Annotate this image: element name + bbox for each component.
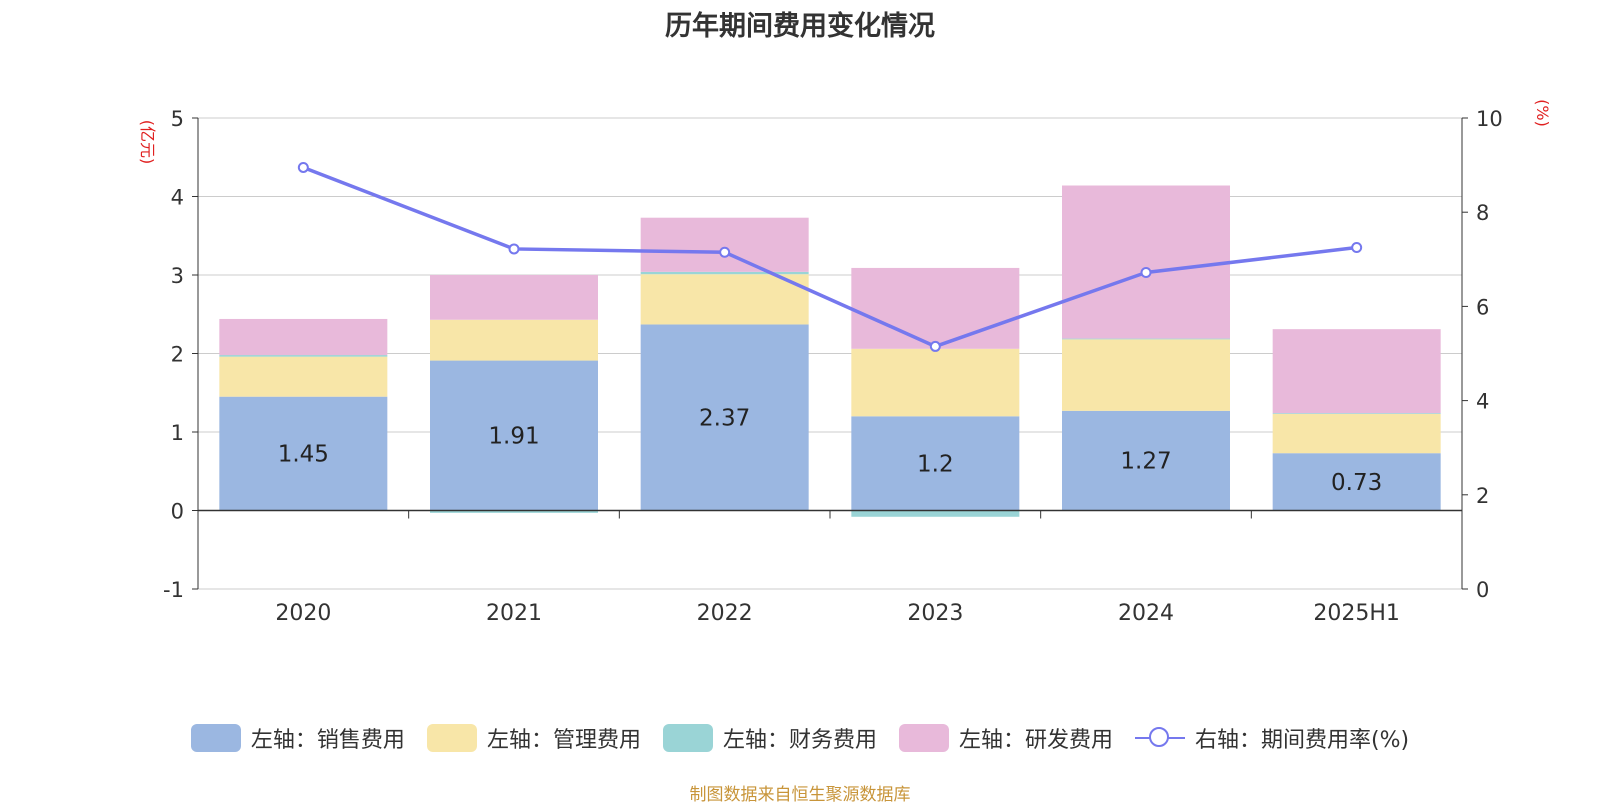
- left-tick-label: 4: [171, 186, 184, 210]
- bar-segment-3: [219, 318, 388, 356]
- legend: 左轴：销售费用 左轴：管理费用 左轴：财务费用 左轴：研发费用 右轴：期间费用率…: [0, 722, 1600, 754]
- category-label: 2025H1: [1313, 601, 1400, 626]
- left-tick-label: 3: [171, 264, 184, 288]
- category-label: 2024: [1118, 601, 1174, 626]
- legend-item-admin[interactable]: 左轴：管理费用: [426, 722, 641, 754]
- category-label: 2022: [697, 601, 753, 626]
- legend-item-rnd[interactable]: 左轴：研发费用: [898, 722, 1113, 754]
- bar-segment-0: [851, 416, 1020, 511]
- bar-segment-2: [430, 510, 598, 513]
- expense-rate-point: [1140, 266, 1152, 278]
- bar-segment-1: [219, 356, 388, 397]
- bar-segment-2: [640, 271, 809, 275]
- data-label: 0.73: [1331, 470, 1382, 496]
- legend-swatch-finance: [662, 724, 713, 752]
- legend-swatch-sales: [190, 724, 241, 752]
- expense-rate-point: [719, 246, 731, 258]
- legend-swatch-admin: [426, 724, 477, 752]
- left-axis-unit-label: (亿元): [138, 120, 157, 165]
- left-tick-label: 5: [171, 107, 184, 131]
- left-tick-label: -1: [163, 578, 184, 602]
- bar-segment-0: [430, 360, 598, 511]
- left-tick-label: 0: [171, 500, 184, 524]
- data-label: 1.27: [1120, 449, 1171, 475]
- legend-label-finance: 左轴：财务费用: [722, 728, 877, 753]
- right-tick-label: 10: [1476, 107, 1503, 131]
- bar-segment-3: [1272, 329, 1441, 414]
- bar-segment-2: [219, 355, 388, 357]
- legend-item-expense-rate[interactable]: 右轴：期间费用率(%): [1134, 722, 1410, 754]
- bar-segment-2: [1062, 338, 1230, 340]
- bar-segment-3: [1062, 185, 1230, 339]
- legend-label-expense-rate: 右轴：期间费用率(%): [1194, 728, 1410, 753]
- legend-label-sales: 左轴：销售费用: [250, 728, 405, 753]
- source-note: 制图数据来自恒生聚源数据库: [689, 785, 911, 805]
- legend-line-marker-icon: [1134, 724, 1185, 752]
- legend-label-admin: 左轴：管理费用: [486, 728, 641, 753]
- legend-item-finance[interactable]: 左轴：财务费用: [662, 722, 877, 754]
- bar-segment-1: [1272, 413, 1441, 454]
- data-label: 2.37: [699, 405, 750, 431]
- right-tick-label: 0: [1476, 578, 1489, 602]
- data-label: 1.2: [917, 451, 954, 477]
- bar-segment-1: [851, 348, 1020, 417]
- bar-segment-1: [640, 274, 809, 325]
- left-tick-label: 2: [171, 343, 184, 367]
- bar-segment-2: [1272, 413, 1441, 414]
- bar-segment-3: [851, 267, 1020, 349]
- right-tick-label: 6: [1476, 295, 1489, 319]
- expense-rate-point: [508, 243, 520, 255]
- bar-segment-0: [640, 324, 809, 511]
- bar-segment-1: [430, 319, 598, 361]
- expense-rate-line: [302, 165, 1357, 349]
- bar-segment-3: [430, 275, 598, 320]
- chart-title: 历年期间费用变化情况: [665, 11, 935, 42]
- expense-rate-point: [1351, 242, 1363, 254]
- bar-segment-0: [219, 396, 388, 511]
- category-label: 2020: [275, 601, 331, 626]
- legend-item-sales[interactable]: 左轴：销售费用: [190, 722, 405, 754]
- expense-rate-point: [929, 340, 941, 352]
- data-label: 1.91: [488, 424, 539, 450]
- bar-segment-0: [1272, 453, 1441, 511]
- legend-swatch-rnd: [898, 724, 949, 752]
- category-label: 2021: [486, 601, 542, 626]
- bar-segment-0: [1062, 410, 1230, 511]
- bar-segment-1: [1062, 339, 1230, 411]
- left-tick-label: 1: [171, 421, 184, 445]
- bar-segment-3: [640, 217, 809, 272]
- right-axis-unit-label: (%): [1533, 99, 1552, 127]
- expense-rate-point: [297, 161, 309, 173]
- right-tick-label: 2: [1476, 484, 1489, 508]
- category-label: 2023: [907, 601, 963, 626]
- legend-label-rnd: 左轴：研发费用: [958, 728, 1113, 753]
- bar-segment-2: [851, 510, 1020, 517]
- right-tick-label: 8: [1476, 201, 1489, 225]
- data-label: 1.45: [278, 442, 329, 468]
- right-tick-label: 4: [1476, 390, 1489, 414]
